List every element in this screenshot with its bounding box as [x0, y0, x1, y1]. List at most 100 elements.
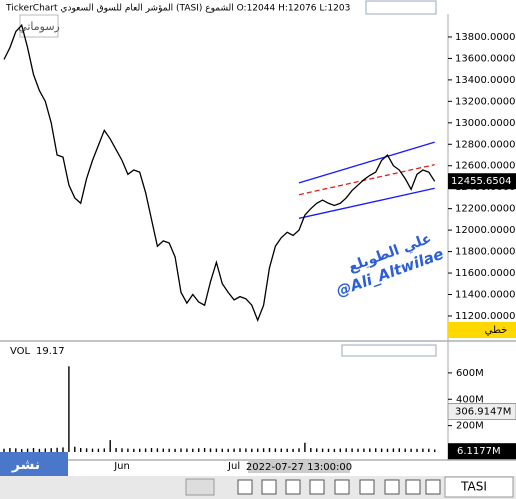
volume-bar — [310, 448, 312, 452]
last-volume: 6.1177M — [457, 446, 501, 457]
volume-bar — [292, 448, 294, 452]
volume-bar — [174, 448, 176, 452]
volume-last: 19.17 — [36, 346, 65, 357]
y-tick-label: 13800.0000 — [455, 32, 515, 43]
volume-bar — [115, 448, 117, 452]
line-label-box — [448, 322, 516, 338]
volume-bar — [209, 448, 212, 452]
volume-bar — [339, 448, 341, 452]
publish-button[interactable] — [0, 452, 68, 476]
drawings-button[interactable] — [19, 14, 59, 38]
volume-bar — [280, 448, 282, 452]
volume-bar — [85, 448, 88, 452]
y-tick-label: 13400.0000 — [455, 75, 515, 86]
volume-bar — [333, 448, 336, 452]
window-buttons[interactable] — [365, 0, 437, 15]
volume-bar — [375, 448, 377, 452]
volume-bar — [428, 448, 430, 452]
volume-bar — [286, 448, 288, 452]
crosshair-date-box — [248, 460, 350, 473]
volume-bar — [26, 448, 29, 452]
cursor-label: 306.9147M — [455, 407, 511, 418]
volume-bar — [434, 449, 436, 452]
y-tick-label: 13600.0000 — [455, 53, 515, 64]
volume-bar — [198, 448, 200, 452]
volume-bar — [215, 448, 218, 452]
trendline — [298, 164, 435, 196]
volume-bar — [380, 448, 383, 452]
volume-bar — [168, 448, 170, 452]
volume-bar — [327, 448, 330, 452]
volume-bar — [245, 448, 247, 452]
volume-bar — [274, 448, 277, 452]
last-volume-box — [448, 443, 516, 460]
volume-bar — [386, 448, 389, 452]
volume-bar — [345, 448, 347, 452]
volume-bar — [186, 448, 188, 452]
volume-tick-label: 600M — [456, 368, 484, 379]
price-line — [3, 23, 436, 323]
crosshair-date: 2022-07-27 13:00:00 — [246, 462, 352, 473]
volume-bar — [268, 448, 271, 452]
volume-bar — [239, 448, 241, 452]
volume-bar — [404, 448, 406, 452]
volume-bar — [162, 448, 164, 452]
volume-bar — [127, 448, 129, 452]
volume-bar — [56, 447, 58, 452]
volume-bar — [363, 448, 365, 452]
y-tick-label: 13000.0000 — [455, 118, 515, 129]
cursor-box — [447, 403, 516, 421]
y-tick-label: 12000.0000 — [455, 225, 515, 236]
volume-tick-label: 200M — [456, 421, 484, 432]
last-price: 12455.6504 — [451, 176, 511, 187]
panel-buttons[interactable] — [341, 344, 437, 357]
volume-bar — [316, 448, 318, 452]
volume-bar — [150, 448, 153, 452]
volume-bar — [321, 448, 324, 452]
y-tick-label: 11800.0000 — [455, 247, 515, 258]
volume-bar — [233, 448, 235, 452]
y-tick-label: 13200.0000 — [455, 96, 515, 107]
publish-label: نشر — [11, 457, 40, 473]
volume-bar — [422, 448, 424, 452]
volume-bar — [262, 448, 265, 452]
volume-bar — [121, 448, 123, 452]
volume-bar — [80, 448, 82, 452]
volume-bar — [203, 448, 206, 452]
volume-bar — [103, 448, 105, 452]
volume-bar — [91, 448, 94, 452]
x-tick-label: Jul — [227, 461, 240, 472]
volume-bar — [139, 448, 141, 452]
y-tick-label: 11600.0000 — [455, 268, 515, 279]
volume-bar — [298, 448, 300, 452]
volume-bar — [416, 448, 418, 452]
symbol: TASI — [460, 480, 487, 494]
last-price-box — [448, 173, 516, 190]
trendline — [298, 187, 435, 219]
volume-bar — [144, 448, 147, 452]
volume-bar — [97, 448, 100, 452]
volume-bar — [32, 448, 35, 452]
tool-icons[interactable] — [237, 479, 441, 495]
volume-bar — [109, 440, 111, 452]
symbol-box[interactable] — [444, 476, 514, 498]
y-tick-label: 12200.0000 — [455, 204, 515, 215]
volume-bar — [21, 449, 23, 452]
scroll-thumb[interactable] — [185, 478, 215, 496]
volume-bar — [369, 448, 371, 452]
volume-bar — [392, 448, 395, 452]
x-tick-label: Jun — [113, 461, 130, 472]
volume-bar — [156, 448, 159, 452]
drawings-label: رسوماتي — [18, 20, 60, 33]
line-label: خطي — [485, 325, 508, 336]
volume-bar — [351, 448, 353, 452]
volume-bar — [133, 448, 135, 452]
volume-bar — [15, 448, 17, 452]
volume-bar — [357, 448, 359, 452]
y-tick-label: 12600.0000 — [455, 161, 515, 172]
volume-bar — [3, 448, 5, 452]
volume-bar — [221, 448, 223, 452]
volume-bar — [398, 448, 400, 452]
